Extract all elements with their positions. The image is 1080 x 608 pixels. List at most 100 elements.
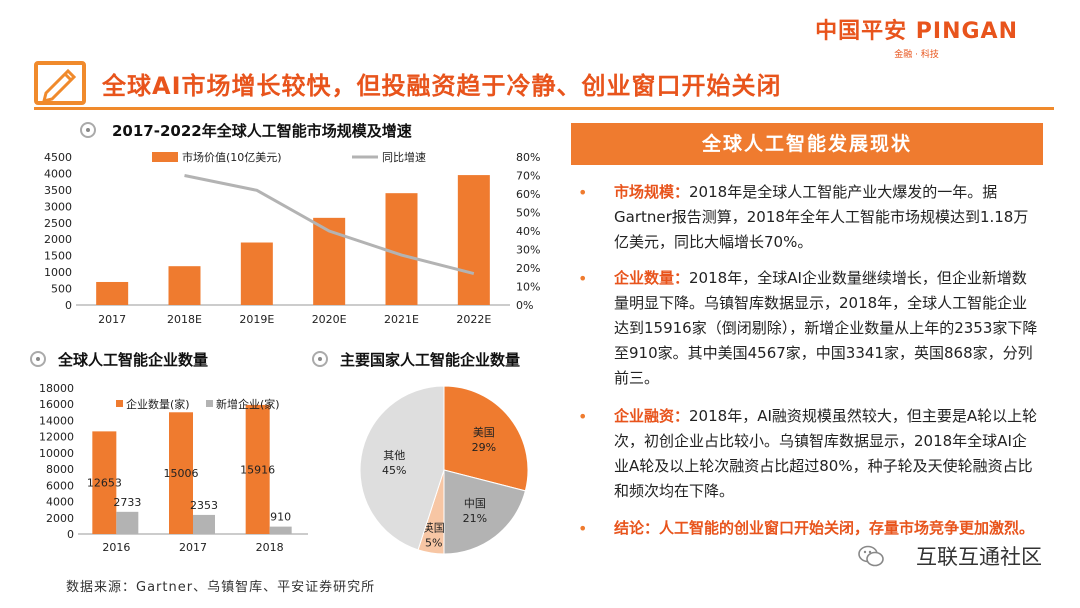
y-tick-label: 18000: [39, 382, 74, 395]
bar-enterprise: [245, 404, 270, 534]
bar-enterprise: [169, 412, 193, 534]
x-tick-label: 2017: [179, 541, 207, 554]
x-tick-label: 2021E: [384, 313, 419, 326]
y-tick-label: 4000: [44, 167, 72, 180]
legend-swatch: [206, 400, 213, 407]
bar-new-enterprise: [269, 526, 292, 534]
legend-label: 同比增速: [382, 150, 426, 164]
paragraph-label: 企业数量：: [614, 269, 690, 287]
y2-tick-label: 0%: [516, 299, 533, 312]
legend-swatch: [152, 152, 178, 162]
bullet-dot: •: [578, 183, 588, 202]
y-tick-label: 2000: [46, 512, 74, 525]
brand-name: 中国平安 PINGAN: [815, 19, 1018, 44]
legend-label: 企业数量(家): [126, 397, 190, 411]
slice-name: 中国: [464, 497, 486, 510]
enterprise-chart-title: 全球人工智能企业数量: [58, 351, 209, 369]
x-tick-label: 2018: [256, 541, 284, 554]
bar-new-enterprise: [116, 511, 139, 534]
paragraph-text: 2018年，全球AI企业数量继续增长，但企业新增数量明显下降。乌镇智库数据显示，…: [614, 269, 1038, 387]
slice-label: 21%: [463, 512, 487, 525]
y-tick-label: 500: [51, 283, 72, 296]
y2-tick-label: 50%: [516, 207, 540, 220]
page-title: 全球AI市场增长较快，但投融资趋于冷静、创业窗口开始关闭: [102, 72, 782, 100]
x-tick-label: 2018E: [167, 313, 202, 326]
legend-label: 市场价值(10亿美元): [182, 150, 282, 164]
slice-label: 5%: [425, 537, 442, 550]
y-tick-label: 3000: [44, 200, 72, 213]
brand-logo: 中国平安 PINGAN 金融 · 科技: [815, 13, 1018, 60]
watermark: 互联互通社区: [916, 545, 1042, 569]
panel-title: 全球人工智能发展现状: [571, 123, 1043, 165]
data-label: 12653: [87, 477, 122, 490]
data-label: 2733: [113, 496, 141, 509]
data-source: 数据来源：Gartner、乌镇智库、平安证券研究所: [66, 580, 376, 595]
paragraph-label: 企业融资：: [614, 407, 690, 425]
paragraph-conclusion: • 结论：人工智能的创业窗口开始关闭，存量市场竞争更加激烈。: [578, 516, 1038, 541]
bullet-dot: •: [578, 519, 588, 538]
wechat-icon: [858, 545, 884, 567]
slice-name: 美国: [473, 426, 495, 439]
y-tick-label: 2000: [44, 233, 72, 246]
y2-tick-label: 30%: [516, 244, 540, 257]
x-tick-label: 2020E: [312, 313, 347, 326]
paragraph-label: 市场规模：: [614, 183, 690, 201]
bar: [385, 193, 418, 305]
bullet-dot: •: [578, 269, 588, 288]
y-tick-label: 6000: [46, 479, 74, 492]
y-tick-label: 8000: [46, 463, 74, 476]
y-tick-label: 0: [65, 299, 72, 312]
line-series: [184, 174, 475, 276]
legend-label: 新增企业(家): [216, 397, 280, 411]
circle-bullet-icon: [312, 351, 328, 367]
bar: [96, 281, 129, 305]
circle-bullet-icon: [80, 122, 96, 138]
paragraph-text: 2018年是全球人工智能产业大爆发的一年。据Gartner报告测算，2018年全…: [614, 183, 1029, 251]
conclusion-text: 结论：人工智能的创业窗口开始关闭，存量市场竞争更加激烈。: [614, 519, 1035, 537]
x-tick-label: 2016: [102, 541, 130, 554]
title-underline: [34, 107, 1054, 110]
bar-enterprise: [92, 431, 117, 534]
paragraph-text: 2018年，AI融资规模虽然较大，但主要是A轮以上轮次，初创企业占比较小。乌镇智…: [614, 407, 1038, 500]
enterprise-count-chart: 18000 16000 14000 12000 10000 8000 6000 4000 200…: [39, 382, 308, 554]
bar: [240, 242, 273, 305]
market-chart-title: 2017-2022年全球人工智能市场规模及增速: [112, 122, 412, 140]
data-label: 910: [270, 511, 291, 524]
paragraph-market: • 市场规模：2018年是全球人工智能产业大爆发的一年。据Gartner报告测算…: [578, 180, 1038, 255]
y-tick-label: 1500: [44, 250, 72, 263]
paragraph-enterprise: • 企业数量：2018年，全球AI企业数量继续增长，但企业新增数量明显下降。乌镇…: [578, 266, 1038, 391]
market-size-chart: 4500 4000 3500 3000 2500 2000 1500 1000 500 0 80% 7…: [44, 150, 540, 326]
slice-name: 英国: [423, 521, 445, 535]
y2-tick-label: 40%: [516, 225, 540, 238]
y-tick-label: 4500: [44, 151, 72, 164]
pencil-icon: [34, 61, 86, 105]
y-tick-label: 1000: [44, 266, 72, 279]
bar-new-enterprise: [193, 514, 215, 534]
y2-tick-label: 80%: [516, 151, 540, 164]
y-tick-label: 12000: [39, 431, 74, 444]
brand-sub: 金融 · 科技: [894, 50, 939, 60]
y2-tick-label: 20%: [516, 262, 540, 275]
pie-slice: [359, 385, 445, 551]
x-tick-label: 2019E: [239, 313, 274, 326]
circle-bullet-icon: [30, 351, 46, 367]
y-tick-label: 10000: [39, 447, 74, 460]
slice-label: 45%: [382, 464, 406, 477]
bar: [168, 266, 201, 305]
y-tick-label: 3500: [44, 184, 72, 197]
paragraph-financing: • 企业融资：2018年，AI融资规模虽然较大，但主要是A轮以上轮次，初创企业占…: [578, 404, 1038, 504]
y-tick-label: 0: [67, 528, 74, 541]
data-label: 15916: [240, 463, 275, 476]
y2-tick-label: 70%: [516, 170, 540, 183]
y2-tick-label: 60%: [516, 188, 540, 201]
legend-swatch: [116, 400, 123, 407]
countries-chart-title: 主要国家人工智能企业数量: [340, 351, 521, 369]
data-label: 2353: [190, 499, 218, 512]
y-tick-label: 4000: [46, 496, 74, 509]
data-label: 15006: [164, 467, 199, 480]
y-tick-label: 16000: [39, 398, 74, 411]
slice-name: 其他: [383, 449, 405, 462]
y-tick-label: 2500: [44, 217, 72, 230]
y-tick-label: 14000: [39, 414, 74, 427]
y2-tick-label: 10%: [516, 281, 540, 294]
